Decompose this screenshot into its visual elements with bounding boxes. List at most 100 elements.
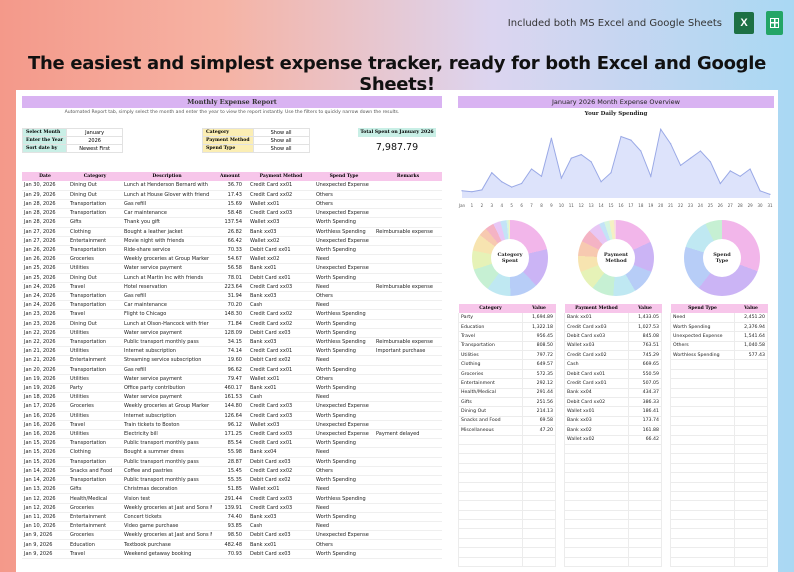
year-input[interactable]: 2026 <box>66 136 124 145</box>
column-header[interactable]: Date <box>22 172 68 181</box>
overview-panel: January 2026 Month Expense Overview Your… <box>457 96 774 568</box>
table-cell: Travel <box>68 420 122 430</box>
summary-cell <box>669 425 736 436</box>
x-tick-label: 3 <box>491 203 494 208</box>
table-cell: Bank xx01 <box>248 539 314 550</box>
summary-row: Miscellaneous 47.20 <box>457 425 556 436</box>
summary-header: Spend Type <box>670 304 735 313</box>
summary-cell <box>734 425 768 436</box>
table-cell: Credit Card xx03 <box>248 429 314 440</box>
table-row: Jan 22, 2026 Transportation Public transpo… <box>22 337 442 348</box>
summary-row: Debit Card xx03 845.08 <box>563 331 662 342</box>
type-filters: Category Show all Payment Method Show all … <box>202 128 310 153</box>
table-cell: Cash <box>248 300 314 311</box>
table-cell: Groceries <box>68 530 122 541</box>
table-cell <box>374 254 442 265</box>
summary-cell: Others <box>669 341 736 352</box>
table-cell: Unexpected Expense <box>314 401 374 412</box>
table-cell: 139.91 <box>212 503 248 513</box>
table-cell <box>374 392 442 403</box>
table-cell: Train tickets to Boston <box>122 420 212 430</box>
summary-cell <box>563 538 630 549</box>
table-cell: Jan 25, 2026 <box>22 273 68 283</box>
payment-method-filter[interactable]: Show all <box>252 136 310 145</box>
summary-row <box>669 388 768 399</box>
data-point <box>471 191 473 193</box>
table-cell: Bank xx03 <box>248 512 314 523</box>
table-cell: Travel <box>68 309 122 320</box>
sort-select[interactable]: Newest First <box>66 144 124 153</box>
summary-row: Worthless Spending 577.43 <box>669 350 768 361</box>
summary-row: Dining Out 214.13 <box>457 406 556 417</box>
summary-row <box>457 510 556 521</box>
table-cell: 74.40 <box>212 512 248 523</box>
table-cell: Jan 28, 2026 <box>22 217 68 228</box>
x-tick-label: 31 <box>767 203 773 208</box>
table-row: Jan 14, 2026 Transportation Public transpo… <box>22 475 442 486</box>
table-cell: 71.84 <box>212 319 248 329</box>
table-cell: Clothing <box>68 447 122 458</box>
table-cell: Unexpected Expense <box>314 429 374 440</box>
data-point <box>709 161 711 163</box>
table-cell: 55.98 <box>212 447 248 458</box>
summary-cell <box>563 453 630 464</box>
summary-cell: Bank xx04 <box>563 388 630 399</box>
column-header[interactable]: Amount <box>212 172 248 181</box>
column-header[interactable]: Category <box>68 172 122 181</box>
summary-row <box>457 444 556 455</box>
table-cell: 26.82 <box>212 227 248 237</box>
table-cell: Reimbursable expense <box>374 227 442 237</box>
summary-cell <box>522 491 556 502</box>
column-header[interactable]: Description <box>122 172 212 181</box>
summary-cell: 69.58 <box>522 416 556 427</box>
summary-row <box>563 491 662 502</box>
summary-cell <box>669 378 736 389</box>
summary-cell <box>563 510 630 521</box>
x-tick-label: 12 <box>579 203 585 208</box>
table-cell: Jan 22, 2026 <box>22 337 68 348</box>
summary-cell <box>734 491 768 502</box>
summary-row <box>457 547 556 558</box>
table-cell: Jan 25, 2026 <box>22 263 68 274</box>
table-cell: 31.94 <box>212 291 248 302</box>
data-point <box>729 170 731 172</box>
column-header[interactable]: Remarks <box>374 172 442 181</box>
table-cell <box>374 539 442 550</box>
table-cell: 56.58 <box>212 263 248 274</box>
table-cell: 28.87 <box>212 457 248 467</box>
table-cell: Utilities <box>68 374 122 384</box>
table-cell: Jan 16, 2026 <box>22 420 68 430</box>
column-header[interactable]: Payment Method <box>248 172 314 181</box>
summary-cell <box>628 528 662 539</box>
table-cell: Jan 18, 2026 <box>22 392 68 403</box>
summary-row <box>669 482 768 492</box>
month-select[interactable]: January <box>66 128 124 137</box>
category-filter[interactable]: Show all <box>252 128 310 137</box>
filter-label: Enter the Year <box>21 136 68 145</box>
spend-type-filter[interactable]: Show all <box>252 144 310 153</box>
x-tick-label: 13 <box>589 203 595 208</box>
table-row: Jan 15, 2026 Transportation Public transpo… <box>22 457 442 467</box>
summary-row <box>563 463 662 474</box>
summary-cell <box>734 482 768 492</box>
table-cell: Video game purchase <box>122 521 212 532</box>
summary-cell <box>734 406 768 417</box>
table-cell: Entertainment <box>68 521 122 532</box>
table-cell: Lunch at Henderson Bernard with <box>122 181 212 191</box>
table-cell: Reimbursable expense <box>374 337 442 348</box>
summary-cell: 845.08 <box>628 331 662 342</box>
table-cell: Travel <box>68 549 122 559</box>
summary-row: Credit Card xx02 745.29 <box>563 350 662 361</box>
table-row: Jan 28, 2026 Transportation Car maintenanc… <box>22 208 442 219</box>
table-cell: Wallet xx02 <box>248 254 314 265</box>
summary-row: Need 2,451.20 <box>669 313 768 323</box>
table-row: Jan 27, 2026 Clothing Bought a leather jac… <box>22 227 442 237</box>
headline: The easiest and simplest expense tracker… <box>27 53 767 95</box>
table-cell: Internet subscription <box>122 411 212 421</box>
summary-cell: Debit Card xx02 <box>563 397 630 408</box>
table-row: Jan 12, 2026 Health/Medical Vision test 291… <box>22 493 442 504</box>
column-header[interactable]: Spend Type <box>314 172 374 181</box>
summary-row: Others 1,040.58 <box>669 341 768 352</box>
table-cell: Need <box>314 254 374 265</box>
x-tick-label: 26 <box>718 203 724 208</box>
